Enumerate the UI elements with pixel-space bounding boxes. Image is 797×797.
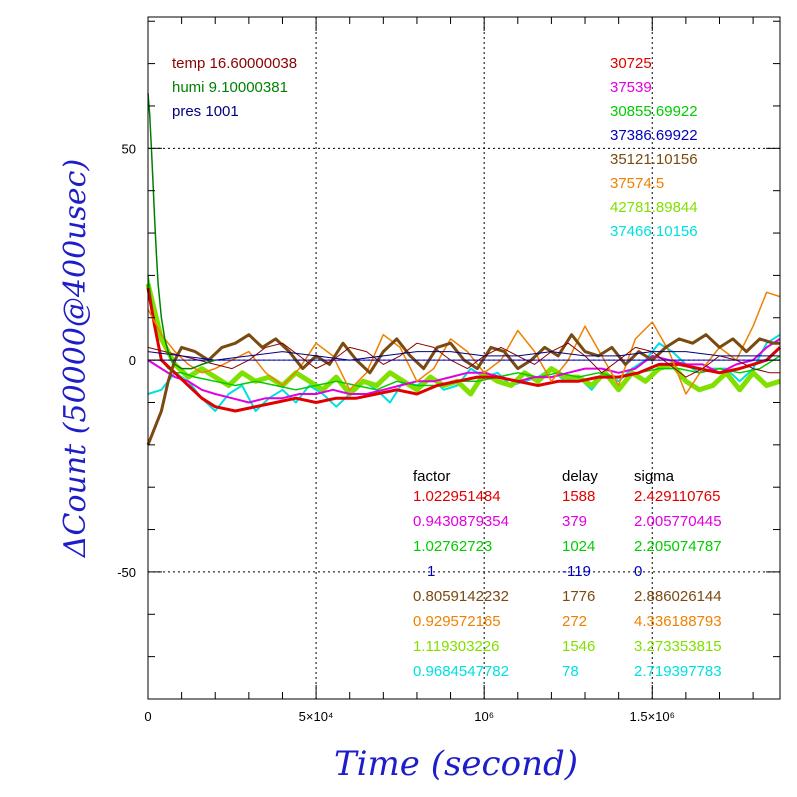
y-tick-label: 0 bbox=[129, 353, 136, 368]
table-cell-factor: 0.8059142232 bbox=[413, 588, 509, 605]
series-line bbox=[147, 93, 216, 370]
channel-value: 30855.69922 bbox=[610, 103, 698, 120]
table-cell-sigma: 4.336188793 bbox=[634, 613, 722, 630]
table-cell-delay: 272 bbox=[562, 613, 587, 630]
env-label-temp: temp 16.60000038 bbox=[172, 55, 297, 72]
table-header-sigma: sigma bbox=[634, 468, 675, 485]
table-cell-factor: 0.9430879354 bbox=[413, 513, 509, 530]
channel-value: 37574.5 bbox=[610, 175, 664, 192]
series-group bbox=[145, 93, 782, 446]
x-axis-title: Time (second) bbox=[334, 744, 578, 784]
table-cell-delay: 379 bbox=[562, 513, 587, 530]
channel-value: 30725 bbox=[610, 55, 652, 72]
table-cell-sigma: 2.719397783 bbox=[634, 663, 722, 680]
series-line bbox=[146, 287, 782, 413]
series-line bbox=[147, 291, 781, 395]
series-line bbox=[147, 275, 781, 391]
channel-value: 42781.89844 bbox=[610, 199, 698, 216]
table-cell-factor: 0.9684547782 bbox=[413, 663, 509, 680]
table-cell-factor: 0.929572165 bbox=[413, 613, 501, 630]
table-cell-sigma: 2.429110765 bbox=[634, 488, 720, 505]
table-cell-sigma: 3.273353815 bbox=[634, 638, 722, 655]
series-line bbox=[146, 333, 780, 446]
table-cell-factor: 1.119303226 bbox=[413, 638, 499, 655]
x-tick-label: 0 bbox=[144, 709, 151, 724]
table-cell-delay: 1776 bbox=[562, 588, 595, 605]
table-cell-delay: 1024 bbox=[562, 538, 595, 555]
channel-value: 35121.10156 bbox=[610, 151, 698, 168]
series-line bbox=[147, 351, 780, 361]
x-tick-label: 10⁶ bbox=[474, 709, 494, 724]
plot-frame bbox=[147, 16, 781, 700]
y-axis-title: ΔCount (50000@400usec) bbox=[58, 159, 93, 558]
channel-value: 37386.69922 bbox=[610, 127, 698, 144]
table-cell-factor: 1.02762723 bbox=[413, 538, 492, 555]
table-cell-sigma: 2.005770445 bbox=[634, 513, 722, 530]
fit-table: factor delay sigma 1.022951484 1588 2.42… bbox=[413, 468, 722, 680]
table-cell-factor: 1.022951484 bbox=[413, 488, 501, 505]
channel-value: 37539 bbox=[610, 79, 652, 96]
series-line bbox=[147, 338, 781, 404]
table-cell-sigma: 2.205074787 bbox=[634, 538, 722, 555]
ticks: 0 5×10⁴ 10⁶ 1.5×10⁶ 50 0 -50 bbox=[117, 17, 780, 724]
table-cell-delay: 78 bbox=[562, 663, 579, 680]
env-label-humi: humi 9.10000381 bbox=[172, 79, 288, 96]
series-line bbox=[147, 342, 780, 378]
x-tick-label: 1.5×10⁶ bbox=[630, 709, 675, 724]
table-cell-delay: 1546 bbox=[562, 638, 595, 655]
y-tick-label: -50 bbox=[117, 565, 136, 580]
table-header-delay: delay bbox=[562, 468, 598, 485]
table-cell-factor: 1 bbox=[427, 563, 435, 580]
table-cell-delay: -119 bbox=[562, 563, 591, 580]
x-tick-label: 5×10⁴ bbox=[299, 709, 334, 724]
y-tick-label: 50 bbox=[122, 141, 136, 156]
env-label-pres: pres 1001 bbox=[172, 103, 239, 120]
table-cell-sigma: 2.886026144 bbox=[634, 588, 722, 605]
table-cell-sigma: 0 bbox=[634, 563, 642, 580]
table-header-factor: factor bbox=[413, 468, 451, 485]
channel-value: 37466.10156 bbox=[610, 223, 698, 240]
table-cell-delay: 1588 bbox=[562, 488, 595, 505]
